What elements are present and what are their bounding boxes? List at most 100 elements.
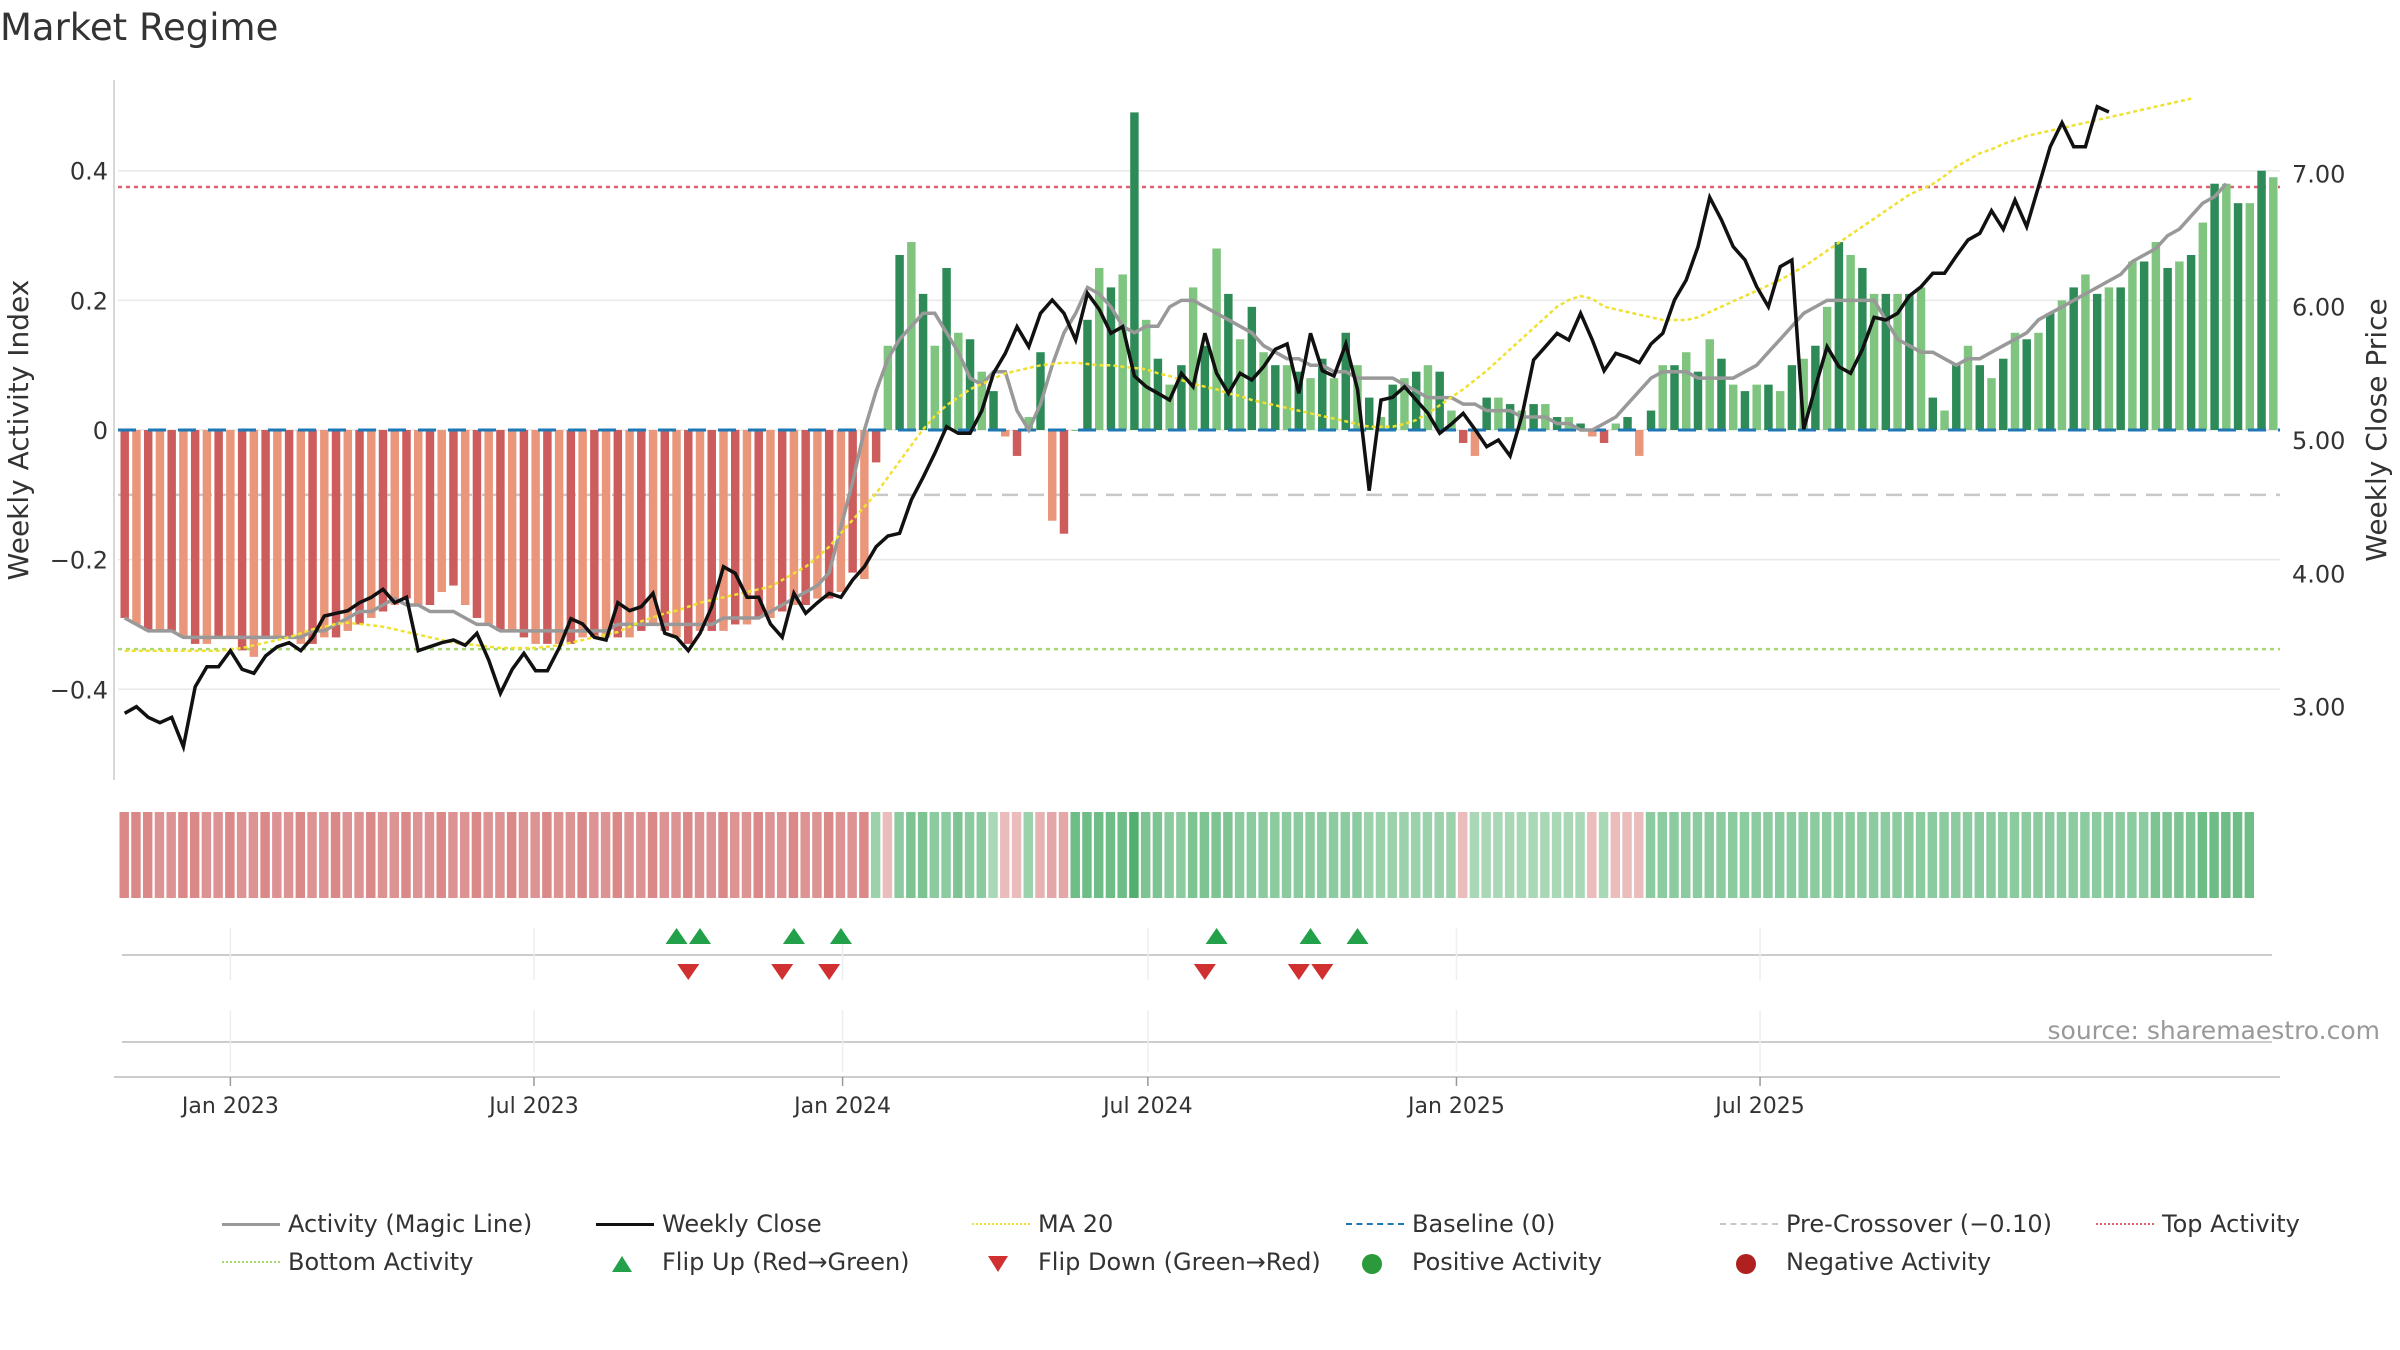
ribbon-cell: [741, 812, 752, 898]
activity-bar: [684, 430, 693, 644]
ribbon-cell: [1774, 812, 1785, 898]
activity-bar: [824, 430, 834, 599]
activity-bar: [590, 430, 599, 638]
activity-bar: [1247, 306, 1257, 430]
ribbon-cell: [1622, 812, 1632, 898]
ribbon-cell: [2009, 812, 2020, 898]
legend-line-icon: [968, 1214, 1038, 1234]
activity-bar: [754, 430, 763, 618]
ribbon-cell: [424, 812, 435, 898]
activity-bar: [273, 430, 282, 638]
ribbon-cell: [1328, 812, 1339, 898]
ribbon-cell: [1364, 812, 1374, 898]
activity-bar: [554, 430, 564, 644]
ribbon-cell: [1704, 812, 1714, 898]
ribbon-cell: [248, 812, 259, 898]
legend-label: Baseline (0): [1412, 1210, 1556, 1238]
activity-bar: [414, 430, 423, 605]
ribbon-cell: [1786, 812, 1797, 898]
activity-bar: [2257, 170, 2266, 431]
ribbon-cell: [2033, 812, 2043, 898]
activity-bar: [367, 430, 376, 618]
left-tick-label: 0.4: [70, 158, 108, 186]
ribbon-cell: [1152, 812, 1163, 898]
ribbon-cell: [1481, 812, 1491, 898]
activity-bar: [1106, 287, 1116, 430]
activity-bar: [1259, 352, 1268, 430]
ribbon-cell: [765, 812, 775, 898]
ribbon-cell: [154, 812, 165, 898]
activity-bar: [343, 430, 353, 631]
activity-bar: [1505, 404, 1515, 430]
activity-bar: [1940, 410, 1949, 430]
ribbon-cell: [189, 812, 200, 898]
ribbon-cell: [1716, 812, 1726, 898]
activity-bar: [1435, 371, 1444, 430]
x-tick-label: Jan 2025: [1406, 1094, 1505, 1119]
activity-bar: [2175, 261, 2184, 430]
activity-bar: [1916, 287, 1926, 430]
right-tick-label: 7.00: [2292, 160, 2345, 188]
ribbon-cell: [1270, 812, 1280, 898]
activity-bar: [766, 430, 775, 618]
activity-bar: [1799, 358, 1808, 430]
activity-bar: [2269, 177, 2278, 430]
ribbon-cell: [448, 812, 458, 898]
ribbon-cell: [1011, 812, 1022, 898]
activity-bar: [1024, 417, 1033, 430]
ribbon-cell: [1951, 812, 1961, 898]
ribbon-cell: [577, 812, 587, 898]
activity-bar: [942, 267, 951, 430]
activity-bar: [954, 332, 963, 430]
ribbon-cell: [2150, 812, 2161, 898]
activity-bar: [1447, 410, 1456, 430]
activity-bar: [284, 430, 294, 638]
ribbon-cell: [600, 812, 611, 898]
activity-bar: [1048, 430, 1057, 521]
legend-label: Positive Activity: [1412, 1248, 1602, 1276]
ribbon-cell: [1469, 812, 1480, 898]
activity-bar: [237, 430, 247, 651]
ribbon-cell: [2244, 812, 2255, 898]
ribbon-cell: [706, 812, 716, 898]
activity-bar: [1118, 274, 1127, 430]
ribbon-cell: [988, 812, 998, 898]
ribbon-cell: [295, 812, 306, 898]
ribbon-cell: [2174, 812, 2184, 898]
activity-bar: [731, 430, 740, 625]
activity-bar: [918, 293, 928, 430]
ribbon-cell: [1528, 812, 1538, 898]
activity-bar: [155, 430, 165, 631]
activity-bar: [1682, 352, 1691, 430]
flip-down-marker: [818, 964, 841, 980]
legend-line-icon: [592, 1214, 662, 1234]
activity-bar: [578, 430, 587, 638]
ribbon-cell: [1892, 812, 1902, 898]
activity-bar: [1822, 306, 1832, 430]
ribbon-cell: [307, 812, 317, 898]
ribbon-cell: [1457, 812, 1468, 898]
ribbon-cell: [823, 812, 834, 898]
activity-bar: [1388, 384, 1397, 430]
activity-bar: [320, 430, 329, 638]
weekly-close-line: [123, 104, 2110, 753]
ribbon-cell: [2044, 812, 2055, 898]
ribbon-cell: [1645, 812, 1656, 898]
activity-bar: [1905, 293, 1914, 430]
activity-bars: [120, 112, 2278, 657]
activity-bar: [907, 242, 916, 430]
ribbon-cell: [1164, 812, 1174, 898]
activity-bar: [1787, 365, 1797, 430]
ribbon-cell: [142, 812, 153, 898]
activity-bar: [132, 430, 141, 625]
activity-bar: [660, 430, 670, 631]
activity-bar: [484, 430, 493, 625]
flip-up-marker: [1205, 928, 1228, 944]
ribbon-cell: [1176, 812, 1186, 898]
activity-bar: [2245, 203, 2255, 430]
legend-label: Top Activity: [2162, 1210, 2300, 1238]
activity-bar: [1646, 410, 1656, 430]
left-tick-label: 0: [93, 417, 108, 445]
ribbon-cell: [1868, 812, 1879, 898]
ribbon-cell: [1035, 812, 1045, 898]
